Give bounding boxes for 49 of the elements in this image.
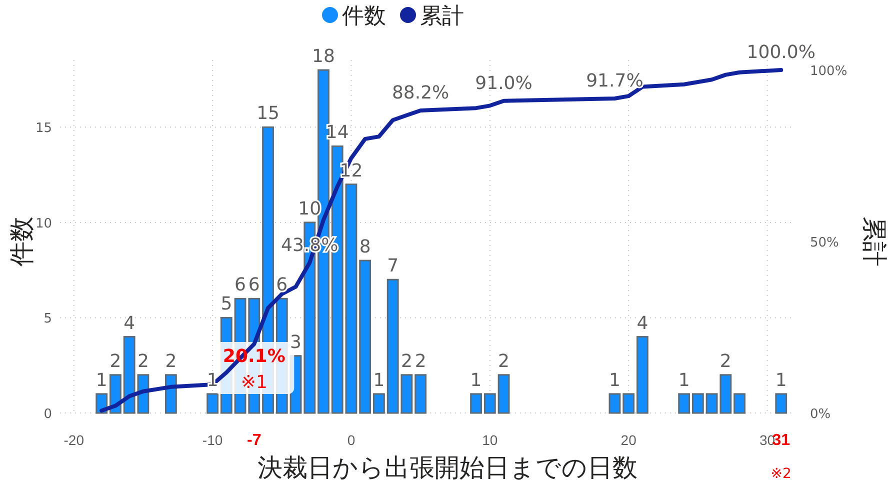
data-label: 8 — [359, 236, 371, 258]
data-label: 6 — [234, 274, 246, 296]
data-label: 6 — [248, 274, 260, 296]
text: ※2 — [770, 466, 792, 482]
data-label: 2 — [110, 350, 122, 372]
x-tick-label: 0 — [347, 432, 356, 448]
data-label: 4 — [124, 312, 136, 334]
y2-tick-label: 100% — [810, 64, 848, 79]
y-tick-label: 5 — [44, 312, 52, 327]
data-label: 18 — [312, 46, 335, 67]
data-label: 1 — [470, 370, 482, 391]
legend-label: 累計 — [420, 4, 464, 29]
data-label: 1 — [373, 370, 385, 391]
data-label: 2 — [498, 350, 510, 372]
y-tick-label: 0 — [44, 407, 52, 422]
y-tick-label: 10 — [35, 216, 52, 232]
x-tick-label: 20 — [620, 432, 637, 448]
data-label: 1 — [775, 370, 787, 391]
data-label: 2 — [720, 350, 732, 372]
y-tick-label: 15 — [35, 121, 52, 136]
y2-tick-label: 50% — [810, 236, 839, 250]
data-label: 91.7% — [586, 70, 644, 92]
y2-tick-label: 0% — [810, 407, 831, 422]
x-tick-label: -10 — [202, 432, 223, 448]
data-label: 91.0% — [475, 72, 532, 94]
x-tick-label: 10 — [482, 432, 498, 448]
data-label: 15 — [256, 103, 280, 124]
y2-axis-title: 累計 — [860, 216, 889, 266]
x-tick-label: -20 — [64, 432, 84, 448]
data-label: 3 — [290, 332, 302, 353]
data-label: 2 — [137, 350, 149, 372]
data-label: 1 — [678, 370, 690, 391]
data-label: 4 — [636, 312, 648, 334]
annotation: ※1 — [240, 372, 268, 394]
data-label: 1 — [608, 370, 620, 391]
y-axis-title: 件数 — [7, 216, 36, 266]
data-label: 6 — [276, 274, 288, 296]
legend-label: 件数 — [342, 4, 386, 29]
data-label: 100.0% — [746, 42, 816, 63]
data-label: 1 — [96, 370, 108, 391]
data-label: 2 — [400, 350, 412, 372]
data-label: 88.2% — [392, 82, 450, 104]
data-label: 5 — [220, 294, 232, 315]
data-label: 7 — [387, 256, 399, 277]
data-label: 2 — [414, 350, 426, 372]
x-tick-label: -7 — [247, 432, 262, 449]
data-label: 43.8% — [281, 234, 338, 256]
x-axis-title: 決裁日から出張開始日までの日数 — [258, 453, 638, 482]
data-label: 2 — [165, 350, 177, 372]
